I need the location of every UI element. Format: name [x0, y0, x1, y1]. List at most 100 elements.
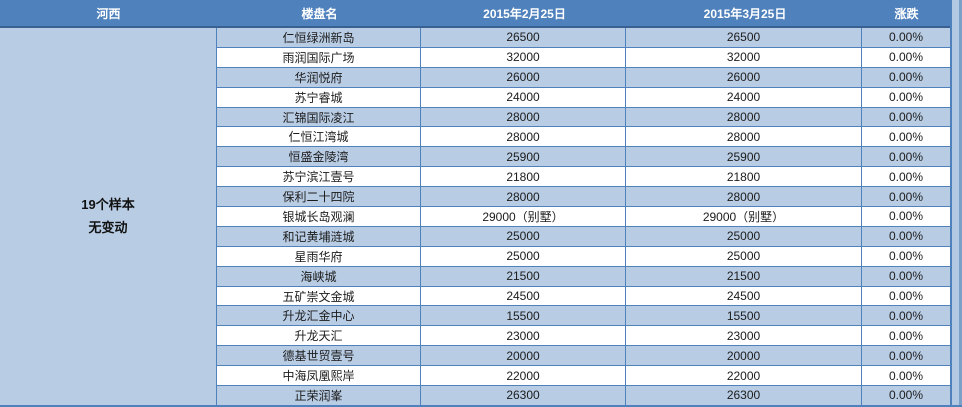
table-row: 海峡城 21500 21500 0.00% [217, 266, 950, 287]
change-cell[interactable]: 0.00% [888, 328, 924, 343]
price-mar-cell[interactable]: 23000 [626, 326, 862, 346]
price-feb-cell[interactable]: 21500 [421, 266, 626, 286]
property-name-cell[interactable]: 苏宁滨江壹号 [217, 167, 421, 187]
property-name-cell[interactable]: 升龙天汇 [217, 326, 421, 346]
change-cell[interactable]: 0.00% [888, 209, 924, 224]
price-feb-cell[interactable]: 21800 [421, 167, 626, 187]
table-row: 仁恒江湾城 28000 28000 0.00% [217, 127, 950, 148]
price-mar-cell[interactable]: 32000 [626, 47, 862, 67]
price-mar-cell[interactable]: 28000 [626, 187, 862, 207]
price-feb-cell[interactable]: 25900 [421, 147, 626, 167]
change-cell[interactable]: 0.00% [888, 249, 924, 264]
change-cell[interactable]: 0.00% [888, 70, 924, 85]
summary-change-status: 无变动 [88, 219, 128, 235]
table-row: 保利二十四院 28000 28000 0.00% [217, 187, 950, 208]
table-row: 升龙汇金中心 15500 15500 0.00% [217, 306, 950, 327]
table-row: 汇锦国际凌江 28000 28000 0.00% [217, 107, 950, 128]
column-header-property-name[interactable]: 楼盘名 [301, 6, 338, 21]
price-mar-cell[interactable]: 25000 [626, 246, 862, 266]
change-cell[interactable]: 0.00% [888, 308, 924, 323]
column-header-date-mar[interactable]: 2015年3月25日 [703, 6, 787, 21]
change-cell[interactable]: 0.00% [888, 110, 924, 124]
price-mar-cell[interactable]: 21500 [626, 266, 862, 286]
price-feb-cell[interactable]: 15500 [421, 306, 626, 326]
price-feb-cell[interactable]: 26300 [421, 386, 626, 405]
table-row: 苏宁睿城 24000 24000 0.00% [217, 87, 950, 108]
price-feb-cell[interactable]: 28000 [421, 107, 626, 127]
price-mar-cell[interactable]: 22000 [626, 366, 862, 386]
column-header-date-feb[interactable]: 2015年2月25日 [483, 6, 566, 21]
column-header-region[interactable]: 河西 [96, 6, 121, 21]
price-feb-cell[interactable]: 26500 [421, 28, 626, 47]
price-mar-cell[interactable]: 26000 [626, 67, 862, 87]
property-name-cell[interactable]: 苏宁睿城 [217, 87, 421, 107]
column-header-change[interactable]: 涨跌 [894, 6, 919, 21]
price-mar-cell[interactable]: 15500 [626, 306, 862, 326]
price-mar-cell[interactable]: 20000 [626, 346, 862, 366]
price-feb-cell[interactable]: 25000 [421, 226, 626, 246]
price-feb-cell[interactable]: 24500 [421, 286, 626, 306]
change-cell[interactable]: 0.00% [888, 229, 924, 244]
change-cell[interactable]: 0.00% [888, 149, 924, 164]
table-row: 正荣润峯 26300 26300 0.00% [217, 386, 950, 405]
property-name-cell[interactable]: 仁恒江湾城 [217, 127, 421, 147]
property-name-cell[interactable]: 海峡城 [217, 266, 421, 286]
table-row: 德基世贸壹号 20000 20000 0.00% [217, 346, 950, 367]
price-feb-cell[interactable]: 22000 [421, 366, 626, 386]
property-name-cell[interactable]: 升龙汇金中心 [217, 306, 421, 326]
property-name-cell[interactable]: 中海凤凰熙岸 [217, 366, 421, 386]
table-row: 华润悦府 26000 26000 0.00% [217, 67, 950, 88]
price-feb-cell[interactable]: 25000 [421, 246, 626, 266]
property-name-cell[interactable]: 汇锦国际凌江 [217, 107, 421, 127]
table-row: 雨润国际广场 32000 32000 0.00% [217, 47, 950, 68]
property-name-cell[interactable]: 雨润国际广场 [217, 47, 421, 67]
property-name-cell[interactable]: 星雨华府 [217, 246, 421, 266]
table-rows: 仁恒绿洲新岛 26500 26500 0.00% 雨润国际广场 32000 32… [217, 28, 950, 405]
change-cell[interactable]: 0.00% [888, 50, 924, 65]
price-feb-cell[interactable]: 23000 [421, 326, 626, 346]
property-name-cell[interactable]: 保利二十四院 [217, 187, 421, 207]
property-name-cell[interactable]: 和记黄埔涟城 [217, 226, 421, 246]
property-name-cell[interactable]: 仁恒绿洲新岛 [217, 28, 421, 47]
change-cell[interactable]: 0.00% [888, 289, 924, 304]
property-name-cell[interactable]: 正荣润峯 [217, 386, 421, 405]
price-mar-cell[interactable]: 26300 [626, 386, 862, 405]
table-row: 星雨华府 25000 25000 0.00% [217, 246, 950, 267]
change-cell[interactable]: 0.00% [888, 269, 924, 284]
summary-sample-count: 19个样本 [81, 197, 135, 213]
price-feb-cell[interactable]: 26000 [421, 67, 626, 87]
change-cell[interactable]: 0.00% [888, 348, 924, 363]
price-mar-cell[interactable]: 24500 [626, 286, 862, 306]
property-name-cell[interactable]: 华润悦府 [217, 67, 421, 87]
price-mar-cell[interactable]: 26500 [626, 28, 862, 47]
change-cell[interactable]: 0.00% [888, 169, 924, 184]
price-feb-cell[interactable]: 20000 [421, 346, 626, 366]
property-name-cell[interactable]: 德基世贸壹号 [217, 346, 421, 366]
price-mar-cell[interactable]: 25000 [626, 226, 862, 246]
price-mar-cell[interactable]: 25900 [626, 147, 862, 167]
price-mar-cell[interactable]: 21800 [626, 167, 862, 187]
price-feb-cell[interactable]: 24000 [421, 87, 626, 107]
price-mar-cell[interactable]: 24000 [626, 87, 862, 107]
property-name-cell[interactable]: 银城长岛观澜 [217, 207, 421, 226]
change-cell[interactable]: 0.00% [888, 388, 924, 403]
price-mar-cell[interactable]: 29000（别墅） [626, 207, 862, 226]
region-summary-cell[interactable]: 19个样本 无变动 [0, 28, 217, 405]
change-cell[interactable]: 0.00% [888, 129, 924, 144]
change-cell[interactable]: 0.00% [888, 90, 924, 105]
price-feb-cell[interactable]: 28000 [421, 127, 626, 147]
price-feb-cell[interactable]: 32000 [421, 47, 626, 67]
change-cell[interactable]: 0.00% [888, 189, 924, 204]
table-row: 五矿崇文金城 24500 24500 0.00% [217, 286, 950, 307]
change-cell[interactable]: 0.00% [888, 30, 924, 45]
price-mar-cell[interactable]: 28000 [626, 107, 862, 127]
price-feb-cell[interactable]: 28000 [421, 187, 626, 207]
price-mar-cell[interactable]: 28000 [626, 127, 862, 147]
property-name-cell[interactable]: 恒盛金陵湾 [217, 147, 421, 167]
property-name-cell[interactable]: 五矿崇文金城 [217, 286, 421, 306]
change-cell[interactable]: 0.00% [888, 368, 924, 383]
table-row: 银城长岛观澜 29000（别墅） 29000（别墅） 0.00% [217, 207, 950, 227]
price-feb-cell[interactable]: 29000（别墅） [421, 207, 626, 226]
